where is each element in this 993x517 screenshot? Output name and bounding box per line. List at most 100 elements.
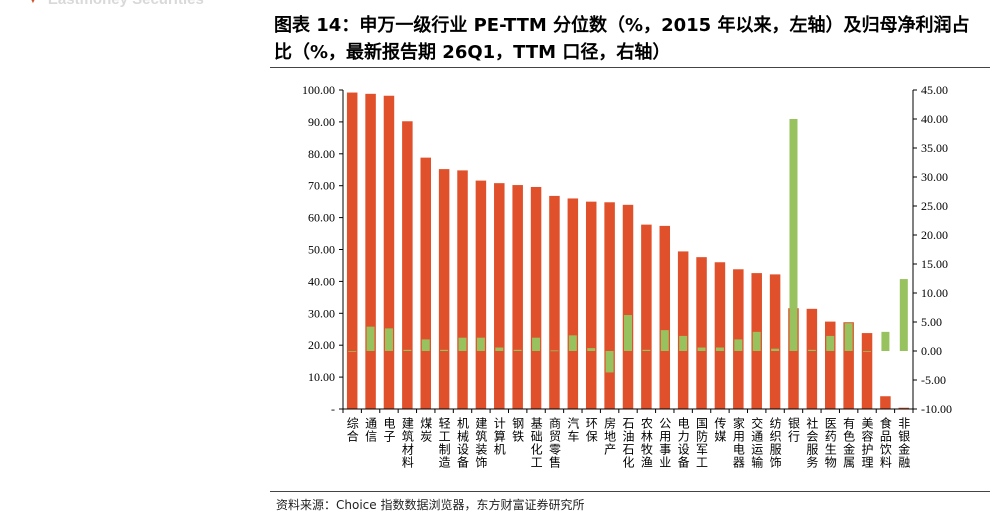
pe-percentile-bar [843, 322, 854, 409]
brand-text: Eastmoney Securities [48, 0, 204, 8]
x-category-label: 建筑装饰 [474, 417, 488, 469]
x-category-label: 食品饮料 [878, 416, 892, 469]
profit-share-bar [348, 351, 357, 352]
profit-share-bar [807, 349, 816, 351]
profit-share-bar [366, 326, 375, 351]
right-tick-label: 5.00 [921, 315, 942, 329]
pe-percentile-bar [880, 396, 891, 409]
profit-share-bar [844, 323, 853, 351]
left-tick-label: 90.00 [308, 115, 335, 129]
x-category-label: 商贸零售 [547, 416, 561, 469]
profit-share-bar [697, 347, 706, 351]
x-category-label: 通信 [364, 417, 378, 443]
x-category-label: 煤炭 [419, 417, 433, 443]
pe-percentile-bar [659, 225, 671, 409]
x-category-label: 传媒 [713, 416, 727, 443]
profit-share-bar [789, 119, 798, 351]
profit-share-bar [679, 335, 688, 351]
pe-percentile-bar [825, 321, 836, 409]
pe-percentile-bar [641, 224, 652, 409]
triangle-icon: ▼ [28, 0, 38, 6]
right-tick-label: -5.00 [921, 373, 946, 387]
pe-percentile-bar [898, 407, 910, 409]
right-tick-label: 30.00 [921, 170, 948, 184]
left-tick-label: 70.00 [308, 179, 335, 193]
left-tick-label: 60.00 [308, 211, 335, 225]
profit-share-bar [605, 351, 614, 373]
x-category-label: 农林牧渔 [639, 417, 653, 469]
x-category-label: 家用电器 [731, 416, 745, 469]
pe-percentile-bar [549, 195, 560, 409]
profit-share-bar [421, 339, 430, 351]
left-tick-label: - [331, 402, 335, 416]
right-tick-label: 15.00 [921, 257, 948, 271]
x-category-label: 公用事业 [658, 417, 672, 469]
pe-percentile-bar [383, 95, 395, 409]
x-category-label: 环保 [584, 417, 598, 443]
pe-percentile-bar [677, 251, 689, 409]
x-category-label: 医药生物 [823, 417, 837, 469]
pe-percentile-bar [861, 333, 873, 409]
profit-share-bar [403, 349, 412, 351]
profit-share-bar [752, 331, 761, 351]
pe-percentile-bar [438, 169, 450, 409]
right-tick-label: 40.00 [921, 112, 948, 126]
profit-share-bar [826, 335, 835, 351]
x-category-label: 钢铁 [511, 417, 525, 443]
profit-share-bar [624, 315, 632, 351]
right-tick-label: 25.00 [921, 199, 948, 213]
right-tick-label: 0.00 [921, 344, 942, 358]
x-category-label: 房地产 [603, 416, 617, 456]
profit-share-bar [440, 349, 449, 351]
profit-share-bar [863, 351, 872, 352]
profit-share-bar [384, 328, 393, 351]
profit-share-bar [532, 337, 541, 351]
x-category-label: 电力设备 [676, 417, 690, 469]
pe-percentile-bar [402, 121, 413, 410]
pe-percentile-bar [769, 274, 781, 409]
pe-percentile-bar [512, 185, 523, 409]
x-category-label: 国防军工 [695, 417, 709, 469]
x-category-label: 有色金属 [842, 417, 856, 469]
x-category-label: 交通运输 [750, 416, 764, 469]
pe-percentile-bar [420, 157, 431, 409]
pe-percentile-bar [567, 198, 579, 409]
pe-percentile-bar [806, 308, 818, 409]
pe-percentile-bar [494, 183, 505, 409]
profit-share-bar [899, 279, 908, 351]
pe-percentile-bar [696, 257, 707, 409]
x-category-label: 银行 [786, 417, 800, 443]
pe-percentile-bar [346, 92, 358, 409]
profit-share-bar [458, 337, 467, 351]
x-category-label: 机械设备 [456, 417, 470, 469]
pe-percentile-bar [365, 93, 376, 409]
x-category-label: 计算机 [492, 417, 506, 456]
left-tick-label: 80.00 [308, 147, 335, 161]
x-category-label: 非银金融 [897, 417, 911, 469]
source-note: 资料来源：Choice 指数数据浏览器，东方财富证券研究所 [276, 498, 585, 512]
left-tick-label: 10.00 [308, 370, 335, 384]
x-category-label: 轻工制造 [437, 417, 451, 469]
x-category-label: 汽车 [566, 416, 580, 443]
left-tick-label: 30.00 [308, 306, 335, 320]
left-tick-label: 20.00 [308, 338, 335, 352]
profit-share-bar [550, 350, 559, 352]
profit-share-bar [513, 349, 522, 351]
right-tick-label: 20.00 [921, 228, 948, 242]
x-category-label: 建筑材料 [400, 417, 414, 469]
x-category-label: 综合 [345, 417, 359, 443]
pe-percentile-bar [457, 170, 468, 409]
right-tick-label: -10.00 [921, 402, 952, 416]
profit-share-bar [771, 348, 780, 351]
right-tick-label: 35.00 [921, 141, 948, 155]
x-category-label: 石油石化 [621, 417, 635, 469]
title-divider [270, 67, 990, 68]
pe-percentile-bar [475, 180, 487, 409]
left-tick-label: 100.00 [302, 83, 335, 97]
pe-percentile-bar [604, 202, 615, 409]
pe-percentile-bar [788, 308, 799, 409]
pe-percentile-bar [714, 262, 726, 409]
profit-share-bar [476, 337, 485, 351]
profit-share-bar [642, 349, 651, 351]
